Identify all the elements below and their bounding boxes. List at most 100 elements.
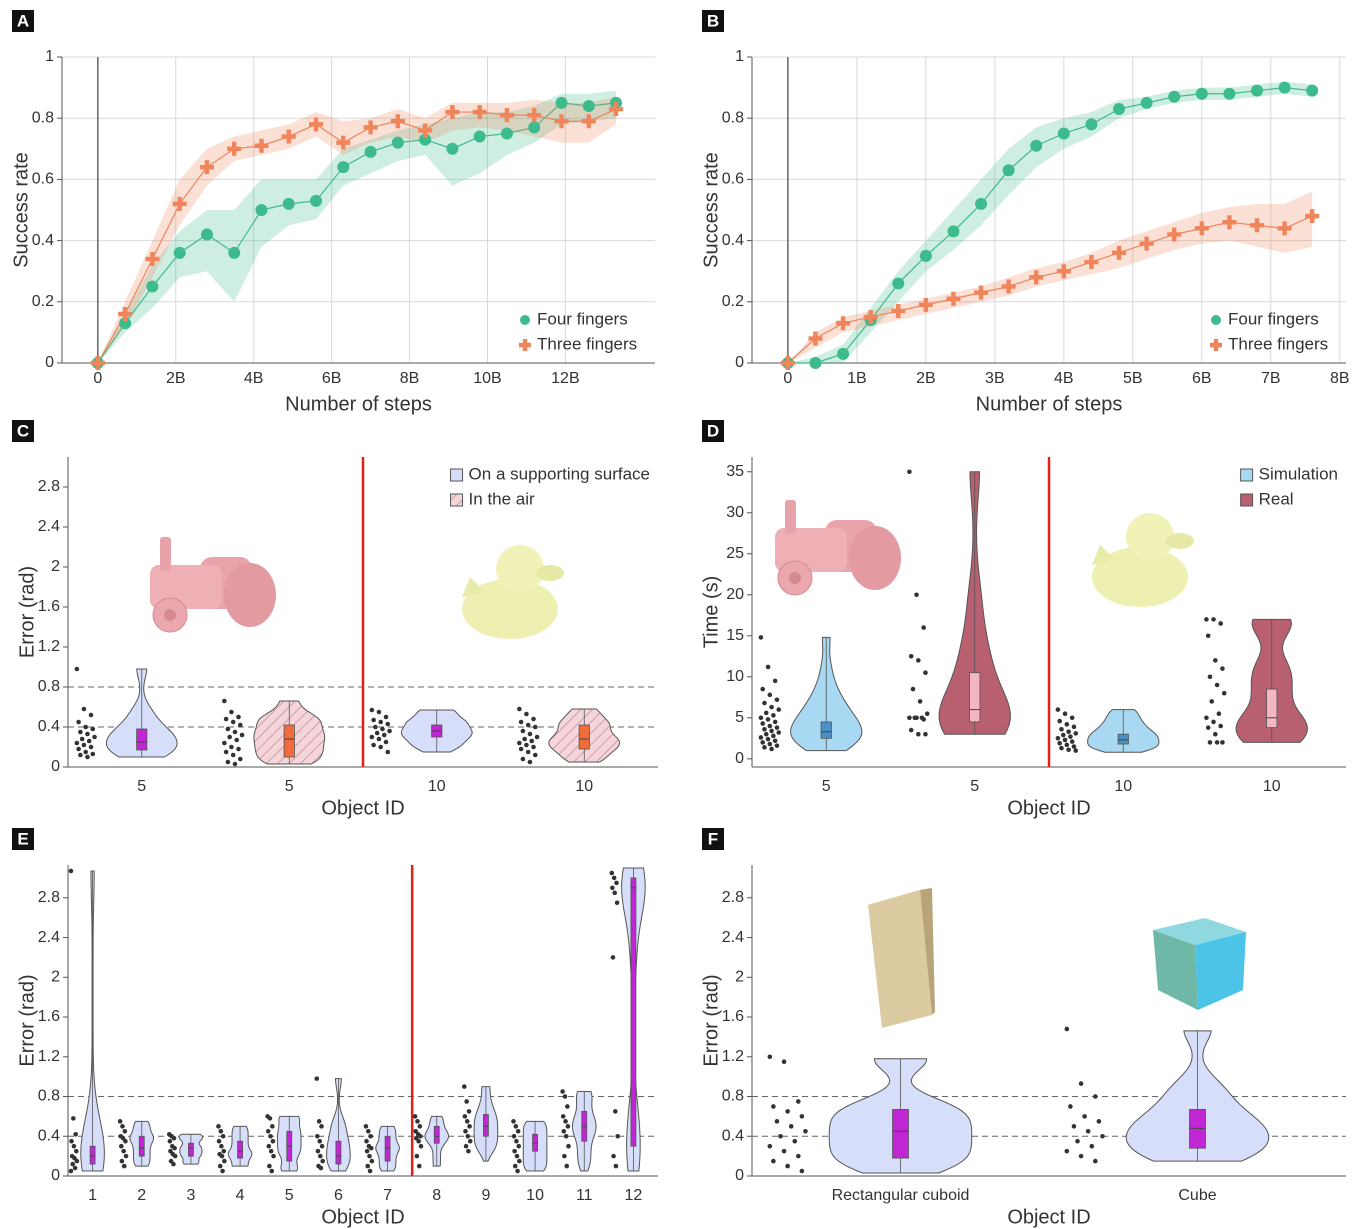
panel-letter: C <box>17 421 29 440</box>
strip-point <box>769 704 774 710</box>
strip-point <box>171 1161 176 1167</box>
strip-point <box>767 692 773 698</box>
strip-point <box>267 1116 273 1121</box>
x-tick-label: 11 <box>576 1187 593 1204</box>
legend-swatch <box>450 493 464 507</box>
y-tick-label: 2.8 <box>38 889 60 906</box>
strip-point <box>1218 621 1223 626</box>
box <box>138 1135 145 1157</box>
strip-point <box>1214 682 1220 688</box>
strip-point <box>74 1158 80 1164</box>
strip-point <box>73 1131 78 1137</box>
marker <box>555 96 568 109</box>
strip-point <box>1055 735 1061 741</box>
strip-point <box>765 736 771 742</box>
marker <box>947 225 960 238</box>
strip-point <box>916 731 921 737</box>
y-tick-label: 0 <box>45 354 54 371</box>
marker <box>891 303 906 318</box>
marker <box>837 347 850 360</box>
y-tick-label: 2 <box>51 968 60 985</box>
strip-point <box>1096 1119 1102 1124</box>
strip-point <box>772 678 778 684</box>
strip-point <box>85 731 90 737</box>
strip-point <box>1066 747 1071 753</box>
duck-image <box>462 545 564 639</box>
strip-point <box>314 1076 320 1081</box>
marker <box>255 204 268 216</box>
marker <box>363 120 378 135</box>
strip-point <box>117 1119 123 1124</box>
x-tick-label: 10 <box>1114 778 1132 795</box>
strip-point <box>560 1114 566 1119</box>
strip-point <box>368 1133 373 1139</box>
strip-point <box>1220 740 1225 745</box>
strip-point <box>220 1168 225 1174</box>
y-tick-label: 1 <box>735 48 744 65</box>
strip-point <box>914 592 919 598</box>
tractor-image <box>774 499 902 596</box>
marker <box>336 135 351 150</box>
marker <box>1029 270 1044 285</box>
y-tick-label: 0 <box>51 1167 60 1184</box>
strip-point <box>776 730 782 735</box>
y-tick-label: 2.8 <box>38 478 60 495</box>
y-tick-label: 0 <box>735 750 744 767</box>
x-tick-label: 5 <box>285 778 294 795</box>
strip-point <box>762 745 767 750</box>
x-tick-label: 10 <box>1263 778 1281 795</box>
strip-point <box>90 726 96 732</box>
marker <box>145 251 160 266</box>
band <box>97 96 617 363</box>
duck-image <box>1092 513 1194 607</box>
strip-point <box>121 1163 127 1169</box>
strip-point <box>366 1128 371 1134</box>
strip-point <box>614 900 620 906</box>
strip-point <box>525 722 531 728</box>
x-tick-label: 6B <box>322 370 342 387</box>
strip-point <box>785 1109 790 1114</box>
strip-point <box>907 715 912 721</box>
y-axis-title: Error (rad) <box>700 974 722 1066</box>
y-tick-label: 30 <box>726 504 744 521</box>
strip-point <box>1205 633 1211 639</box>
legend-marker <box>520 315 530 325</box>
marker <box>1002 164 1015 177</box>
strip-point <box>563 1133 569 1139</box>
legend-swatch <box>450 468 464 482</box>
marker <box>919 249 932 262</box>
x-axis-title: Object ID <box>321 1206 404 1228</box>
x-tick-label: 10 <box>428 778 446 795</box>
strip-point <box>1211 617 1216 622</box>
strip-point <box>517 706 522 712</box>
strip-point <box>785 1163 790 1169</box>
strip-point <box>769 728 774 734</box>
strip-point <box>1068 734 1073 739</box>
box <box>89 1145 96 1165</box>
panel-badge <box>12 10 34 32</box>
marker <box>310 194 323 207</box>
x-tick-label: 6 <box>334 1187 343 1204</box>
strip-point <box>763 710 769 716</box>
y-axis-title: Time (s) <box>700 576 722 649</box>
strip-point <box>529 738 535 744</box>
strip-point <box>762 726 767 732</box>
strip-point <box>265 1128 271 1134</box>
strip-point <box>387 728 392 734</box>
strip-point <box>221 1148 227 1154</box>
x-tick-label: 10 <box>575 778 593 795</box>
strip-point <box>763 731 769 737</box>
strip-point <box>917 699 923 704</box>
x-tick-label: Cube <box>1178 1187 1216 1204</box>
strip-point <box>83 724 88 730</box>
y-tick-label: 20 <box>726 586 744 603</box>
x-tick-label: 7B <box>1261 370 1281 387</box>
strip-point <box>119 1158 125 1164</box>
strip-point <box>74 740 80 746</box>
x-tick-label: 9 <box>481 1187 490 1204</box>
strip-point <box>767 1143 773 1149</box>
y-tick-label: 1.2 <box>722 1048 744 1065</box>
strip-point <box>466 1148 471 1154</box>
strip-point <box>217 1163 223 1169</box>
